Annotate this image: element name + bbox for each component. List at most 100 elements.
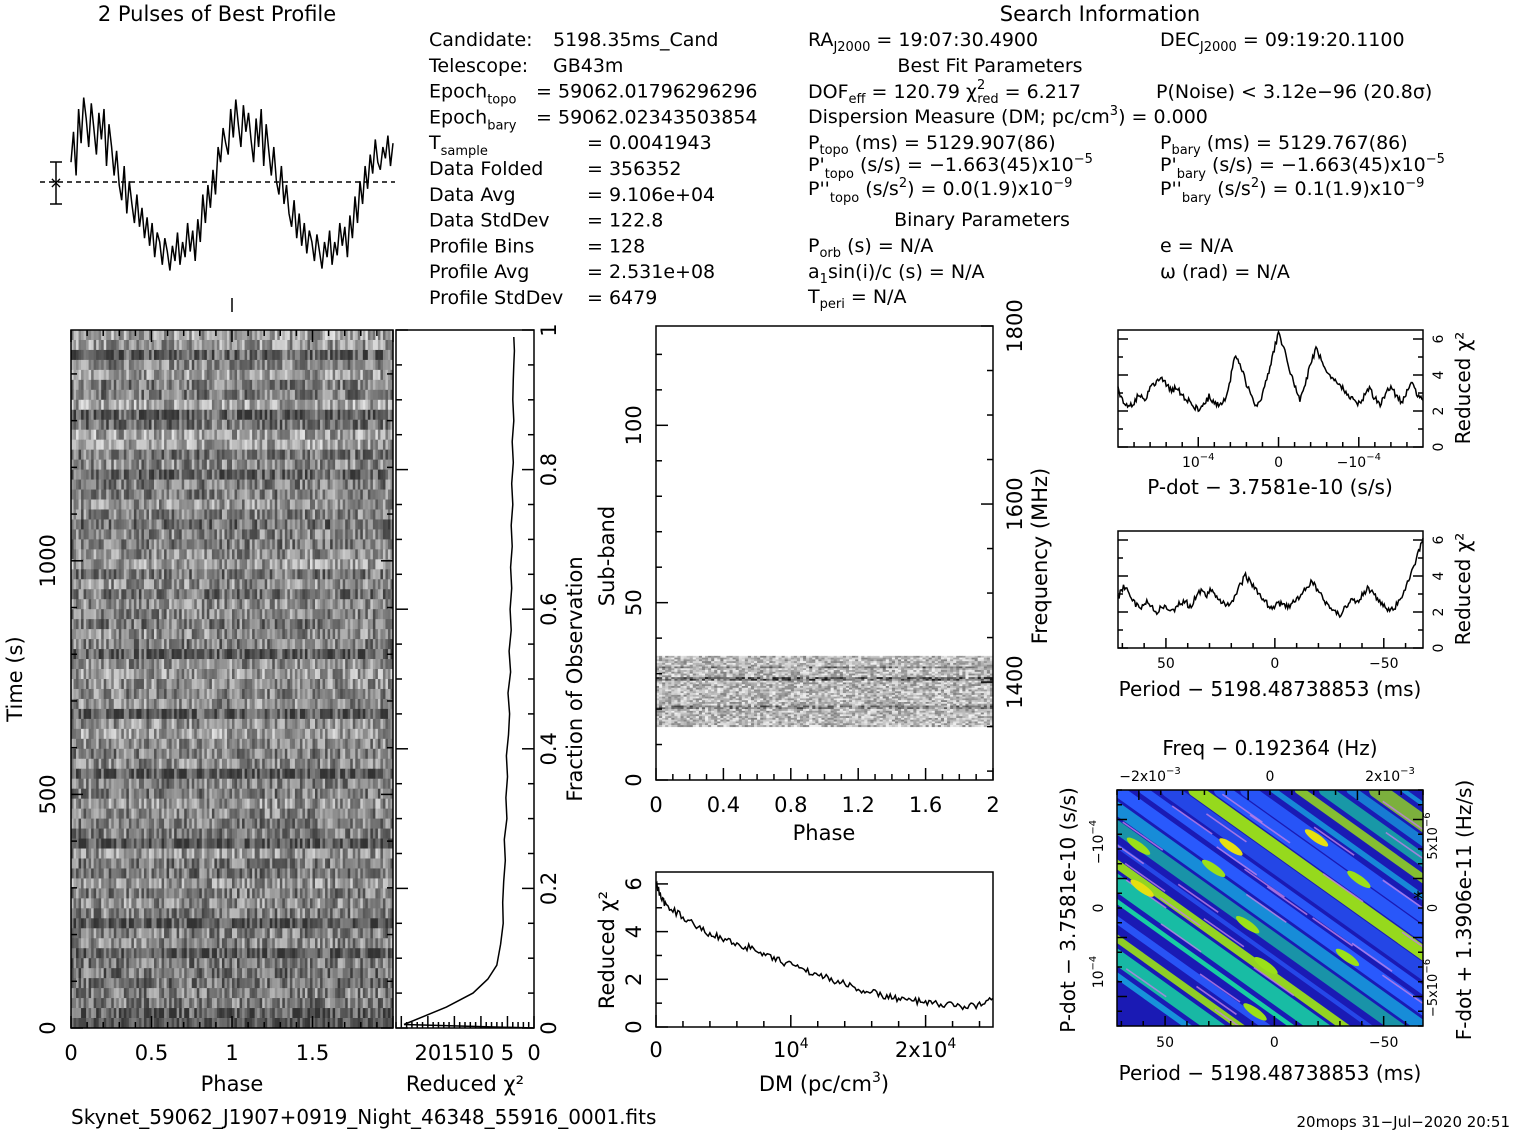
time-phase-cell: [179, 639, 183, 650]
time-phase-cell: [224, 639, 228, 650]
time-phase-cell: [181, 389, 185, 401]
time-phase-cell: [299, 339, 303, 351]
time-phase-cell: [154, 409, 157, 421]
time-phase-cell: [226, 449, 230, 461]
time-phase-cell: [96, 529, 100, 540]
time-phase-cell: [297, 619, 301, 630]
time-phase-cell: [380, 469, 384, 480]
time-phase-cell: [123, 479, 127, 490]
time-phase-cell: [284, 509, 288, 520]
time-phase-cell: [154, 589, 157, 600]
time-phase-cell: [304, 409, 308, 421]
time-phase-cell: [302, 499, 306, 510]
time-phase-cell: [83, 599, 87, 610]
time-phase-cell: [357, 659, 361, 670]
time-phase-cell: [108, 698, 112, 710]
time-phase-cell: [365, 579, 369, 590]
time-phase-cell: [86, 659, 90, 670]
time-phase-cell: [342, 659, 346, 670]
time-phase-cell: [304, 679, 308, 690]
time-phase-cell: [86, 698, 90, 710]
time-phase-cell: [221, 459, 225, 470]
search-info-header: Search Information: [1000, 2, 1200, 26]
time-phase-cell: [355, 389, 359, 401]
time-phase-cell: [93, 569, 97, 580]
time-phase-cell: [284, 649, 288, 660]
time-phase-cell: [259, 409, 263, 421]
time-phase-cell: [342, 639, 346, 650]
time-phase-cell: [176, 469, 180, 480]
time-phase-cell: [259, 509, 263, 520]
time-phase-cell: [279, 549, 283, 560]
time-phase-cell: [287, 339, 291, 351]
time-phase-cell: [221, 519, 225, 530]
time-phase-cell: [315, 479, 318, 490]
time-phase-cell: [226, 708, 230, 720]
time-phase-cell: [161, 429, 165, 441]
time-phase-cell: [133, 399, 137, 411]
time-phase-cell: [164, 369, 167, 381]
time-phase-cell: [151, 589, 155, 600]
time-phase-cell: [221, 549, 225, 560]
time-phase-cell: [327, 489, 331, 500]
time-phase-cell: [279, 569, 283, 580]
time-phase-cell: [322, 369, 326, 381]
time-phase-cell: [159, 619, 162, 630]
time-phase-cell: [184, 349, 188, 361]
time-phase-cell: [257, 359, 261, 371]
time-phase-cell: [287, 399, 291, 411]
time-phase-cell: [211, 389, 215, 401]
time-phase-cell: [292, 549, 296, 560]
time-phase-cell: [362, 679, 366, 690]
time-phase-cell: [138, 669, 142, 680]
time-phase-cell: [282, 509, 286, 520]
time-phase-cell: [166, 449, 170, 461]
time-phase-cell: [340, 449, 344, 461]
time-phase-cell: [98, 409, 102, 421]
time-phase-cell: [294, 688, 298, 700]
time-phase-cell: [377, 489, 381, 500]
time-phase-cell: [249, 499, 253, 510]
time-phase-cell: [307, 489, 311, 500]
time-phase-cell: [201, 619, 205, 630]
time-phase-cell: [232, 489, 235, 500]
time-phase-cell: [221, 559, 225, 570]
time-phase-cell: [362, 549, 366, 560]
time-phase-cell: [267, 469, 271, 480]
time-phase-cell: [91, 330, 95, 341]
time-phase-cell: [126, 439, 130, 451]
time-phase-cell: [174, 519, 178, 530]
time-phase-cell: [169, 559, 173, 570]
time-phase-cell: [91, 629, 95, 640]
time-phase-cell: [335, 409, 339, 421]
time-phase-cell: [302, 330, 306, 341]
time-phase-cell: [307, 569, 311, 580]
time-phase-cell: [287, 419, 291, 431]
time-phase-cell: [335, 688, 339, 700]
time-phase-cell: [184, 609, 188, 620]
time-phase-cell: [365, 529, 369, 540]
time-phase-cell: [309, 499, 313, 510]
time-phase-cell: [287, 459, 291, 470]
time-phase-cell: [347, 629, 351, 640]
time-phase-cell: [340, 369, 344, 381]
time-phase-cell: [357, 349, 361, 361]
time-phase-cell: [244, 549, 248, 560]
time-phase-cell: [83, 409, 87, 421]
time-phase-cell: [307, 609, 311, 620]
time-phase-cell: [244, 669, 248, 680]
time-phase-cell: [121, 569, 125, 580]
time-phase-cell: [201, 549, 205, 560]
time-phase-cell: [169, 579, 173, 590]
time-phase-cell: [88, 389, 92, 401]
time-phase-cell: [164, 579, 167, 590]
time-phase-cell: [76, 469, 79, 480]
time-phase-cell: [234, 479, 238, 490]
time-phase-cell: [252, 519, 256, 530]
time-phase-cell: [320, 379, 323, 391]
time-phase-cell: [309, 349, 313, 361]
time-phase-cell: [161, 579, 165, 590]
time-phase-cell: [234, 698, 238, 710]
time-phase-cell: [345, 499, 349, 510]
time-phase-cell: [121, 629, 125, 640]
